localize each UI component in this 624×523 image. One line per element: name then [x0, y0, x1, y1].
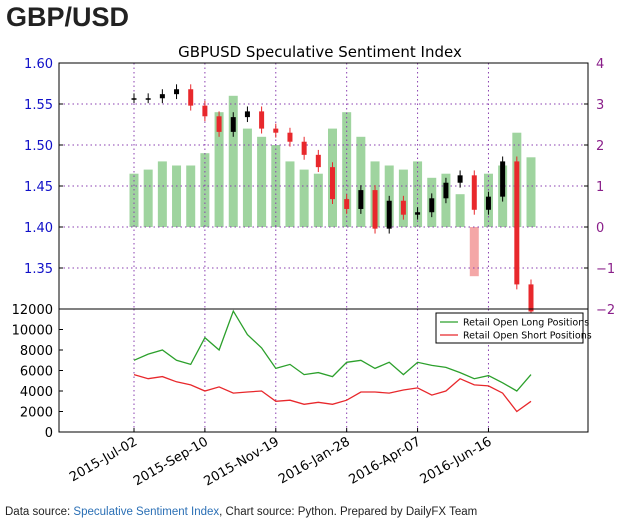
ssi-bar [469, 227, 479, 277]
footer-prefix: Data source: [5, 506, 74, 518]
ssi-bar [313, 173, 323, 227]
date-tick-label: 2016-Jun-16 [418, 434, 495, 487]
ssi-tick-label: 4 [596, 57, 604, 72]
page-title: GBP/USD [6, 2, 130, 32]
ssi-tick-label: 2 [596, 139, 604, 154]
candle-body [471, 175, 477, 210]
ssi-bar [143, 169, 153, 227]
candle-body [287, 132, 293, 142]
ssi-bar [526, 157, 536, 227]
footer-suffix: , Chart source: Python. Prepared by Dail… [219, 506, 478, 518]
ssi-bar [257, 136, 267, 227]
ssi-tick-label: 1 [596, 180, 604, 195]
positions-tick-label: 8000 [20, 344, 53, 359]
positions-lines [133, 309, 532, 413]
price-tick-label: 1.60 [24, 57, 53, 72]
chart-legend: Retail Open Long Positions Retail Open Sh… [435, 312, 592, 344]
ssi-bar [285, 161, 295, 227]
legend-box [435, 312, 584, 344]
price-tick-label: 1.55 [24, 98, 53, 113]
chart-area: GBPUSD Speculative Sentiment Index 1.351… [12, 43, 616, 489]
candle-body [315, 154, 321, 168]
candle-body [330, 167, 335, 200]
candle-body [159, 94, 165, 99]
ssi-tick-label: −1 [596, 262, 615, 277]
chart-title: GBPUSD Speculative Sentiment Index [178, 43, 462, 61]
candle-body [259, 111, 265, 129]
candle-body [145, 98, 151, 100]
positions-tick-label: 10000 [12, 324, 53, 339]
ssi-bar [214, 112, 224, 227]
candle-body [415, 212, 421, 215]
footer-source-link[interactable]: Speculative Sentiment Index [73, 506, 220, 518]
date-tick-label: 2016-Jan-28 [276, 434, 353, 487]
candle-body [273, 128, 279, 133]
candle-body [301, 141, 307, 155]
candle-body [443, 182, 449, 199]
date-tick-label: 2016-Apr-07 [346, 434, 423, 487]
candle-body [344, 199, 350, 209]
candle-body [500, 161, 506, 197]
ssi-tick-label: 0 [596, 221, 604, 236]
ssi-bar [172, 165, 182, 227]
ssi-bar [129, 173, 139, 227]
price-tick-label: 1.50 [24, 139, 53, 154]
candle-body [174, 89, 180, 95]
legend-label: Retail Open Long Positions [463, 318, 589, 329]
ssi-bar [455, 194, 465, 227]
positions-tick-label: 12000 [12, 303, 53, 318]
candle-body [244, 111, 250, 118]
chart-axes: 1.35 1.40 1.45 1.50 1.55 1.60 −2 −1 0 1 2 3 4 0 2000 40… [12, 57, 616, 489]
date-tick-label: 2015-Sep-10 [131, 434, 211, 489]
price-tick-label: 1.40 [24, 221, 53, 236]
candle-body [230, 117, 236, 132]
candle-body [528, 284, 534, 312]
legend-label: Retail Open Short Positions [463, 331, 592, 342]
price-tick-label: 1.45 [24, 180, 53, 195]
ssi-tick-label: 3 [596, 98, 604, 113]
short-positions-line [133, 373, 532, 413]
ssi-bar [157, 161, 167, 227]
ssi-bar [342, 112, 352, 227]
ssi-bar [228, 95, 238, 227]
ssi-bar [356, 136, 366, 227]
candle-body [358, 190, 364, 209]
bottom-gridlines [133, 309, 489, 432]
long-positions-line [133, 309, 532, 392]
date-tick-label: 2015-Jul-02 [67, 434, 140, 485]
candle-body [216, 116, 222, 132]
candle-body [386, 200, 392, 229]
positions-tick-label: 4000 [20, 385, 53, 400]
date-tick-label: 2015-Nov-19 [202, 434, 282, 489]
candle-body [485, 196, 491, 210]
candle-body [514, 161, 520, 285]
ssi-tick-label: −2 [596, 303, 615, 318]
candle-body [202, 105, 208, 117]
positions-tick-label: 0 [45, 426, 53, 441]
positions-tick-label: 6000 [20, 365, 53, 380]
footer-note: Data source: Speculative Sentiment Index… [5, 506, 477, 518]
candle-body [457, 175, 463, 183]
candle-body [429, 198, 435, 213]
ssi-bar [186, 165, 196, 227]
candle-body [188, 89, 194, 106]
positions-tick-label: 2000 [20, 406, 53, 421]
price-candles [131, 84, 534, 317]
ssi-bar [299, 169, 309, 227]
candle-body [131, 98, 137, 100]
candle-body [372, 190, 378, 229]
ssi-bar [242, 128, 252, 227]
candle-body [400, 200, 406, 215]
price-tick-label: 1.35 [24, 262, 53, 277]
